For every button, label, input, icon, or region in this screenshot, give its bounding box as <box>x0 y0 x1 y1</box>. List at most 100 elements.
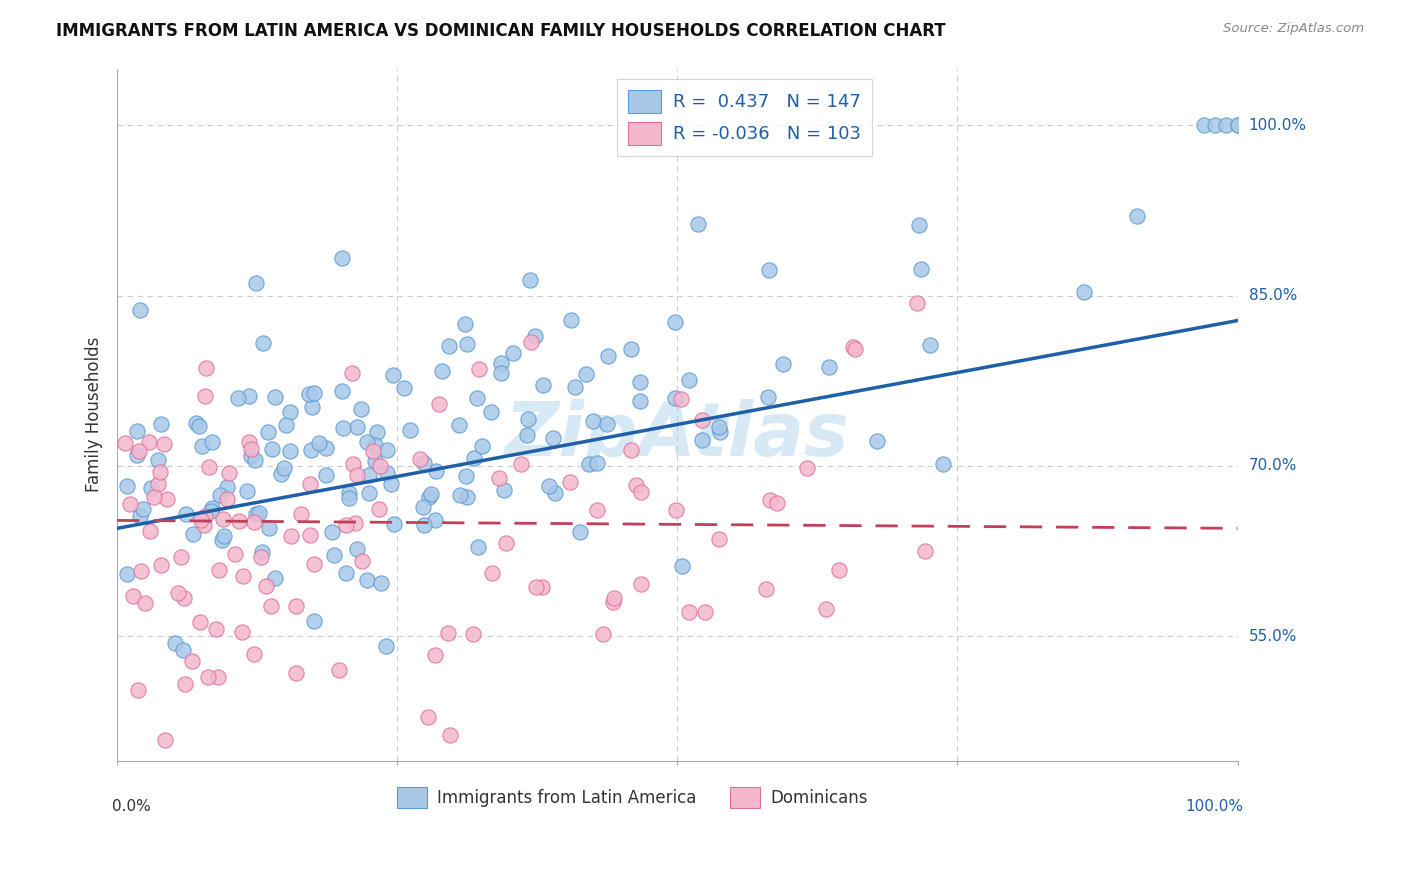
Point <box>586 503 609 517</box>
Point <box>449 418 471 433</box>
Point <box>346 468 368 483</box>
Point <box>285 665 308 680</box>
Point <box>586 456 609 470</box>
Point <box>665 502 688 516</box>
Point <box>149 417 172 431</box>
Point <box>695 605 717 619</box>
Point <box>449 488 471 502</box>
Point <box>454 317 477 331</box>
Point <box>118 497 141 511</box>
Point <box>468 362 491 376</box>
Point <box>170 549 193 564</box>
Point <box>332 421 354 435</box>
Point <box>174 508 197 522</box>
Point <box>249 550 271 565</box>
Point <box>368 501 391 516</box>
Point <box>678 373 700 387</box>
Text: IMMIGRANTS FROM LATIN AMERICA VS DOMINICAN FAMILY HOUSEHOLDS CORRELATION CHART: IMMIGRANTS FROM LATIN AMERICA VS DOMINIC… <box>56 22 946 40</box>
Point <box>212 512 235 526</box>
Point <box>209 488 232 502</box>
Point <box>302 557 325 571</box>
Point <box>456 490 478 504</box>
Point <box>491 366 513 380</box>
Point <box>346 542 368 557</box>
Point <box>375 639 398 653</box>
Point <box>427 397 450 411</box>
Point <box>560 312 582 326</box>
Text: Source: ZipAtlas.com: Source: ZipAtlas.com <box>1223 22 1364 36</box>
Point <box>143 490 166 504</box>
Point <box>285 599 308 614</box>
Point <box>215 492 238 507</box>
Point <box>603 591 626 605</box>
Point <box>194 389 217 403</box>
Point <box>772 357 794 371</box>
Point <box>228 514 250 528</box>
Point <box>413 456 436 470</box>
Point <box>132 502 155 516</box>
Point <box>128 443 150 458</box>
Point <box>299 528 322 542</box>
Point <box>193 518 215 533</box>
Point <box>1226 118 1249 132</box>
Point <box>569 525 592 540</box>
Point <box>125 448 148 462</box>
Point <box>197 670 219 684</box>
Point <box>208 563 231 577</box>
Point <box>337 491 360 505</box>
Point <box>630 484 652 499</box>
Point <box>207 670 229 684</box>
Point <box>1226 118 1249 132</box>
Point <box>127 683 149 698</box>
Point <box>346 420 368 434</box>
Point <box>257 521 280 535</box>
Point <box>418 710 440 724</box>
Point <box>330 252 353 266</box>
Point <box>328 663 350 677</box>
Point <box>471 439 494 453</box>
Point <box>368 459 391 474</box>
Point <box>344 516 367 530</box>
Text: 55.0%: 55.0% <box>1249 629 1296 644</box>
Point <box>408 452 430 467</box>
Point <box>364 454 387 468</box>
Point <box>908 219 931 233</box>
Point <box>240 449 263 463</box>
Point <box>134 596 156 610</box>
Point <box>146 477 169 491</box>
Text: 100.0%: 100.0% <box>1249 118 1306 133</box>
Point <box>432 364 454 378</box>
Point <box>931 457 953 471</box>
Point <box>479 405 502 419</box>
Point <box>564 379 586 393</box>
Point <box>357 486 380 500</box>
Point <box>844 343 866 357</box>
Point <box>628 375 651 389</box>
Point <box>686 217 709 231</box>
Point <box>425 648 447 662</box>
Point <box>200 504 222 518</box>
Point <box>526 580 548 594</box>
Point <box>664 391 686 405</box>
Point <box>194 508 217 523</box>
Point <box>138 434 160 449</box>
Point <box>188 418 211 433</box>
Point <box>149 465 172 479</box>
Point <box>620 442 643 457</box>
Point <box>628 394 651 409</box>
Point <box>595 417 617 431</box>
Point <box>509 457 531 471</box>
Point <box>238 389 260 403</box>
Point <box>602 595 624 609</box>
Point <box>520 335 543 350</box>
Point <box>153 436 176 450</box>
Point <box>181 527 204 541</box>
Point <box>818 360 841 375</box>
Point <box>211 533 233 547</box>
Point <box>226 391 249 405</box>
Point <box>301 401 323 415</box>
Point <box>463 450 485 465</box>
Point <box>247 507 270 521</box>
Point <box>630 576 652 591</box>
Point <box>375 466 398 480</box>
